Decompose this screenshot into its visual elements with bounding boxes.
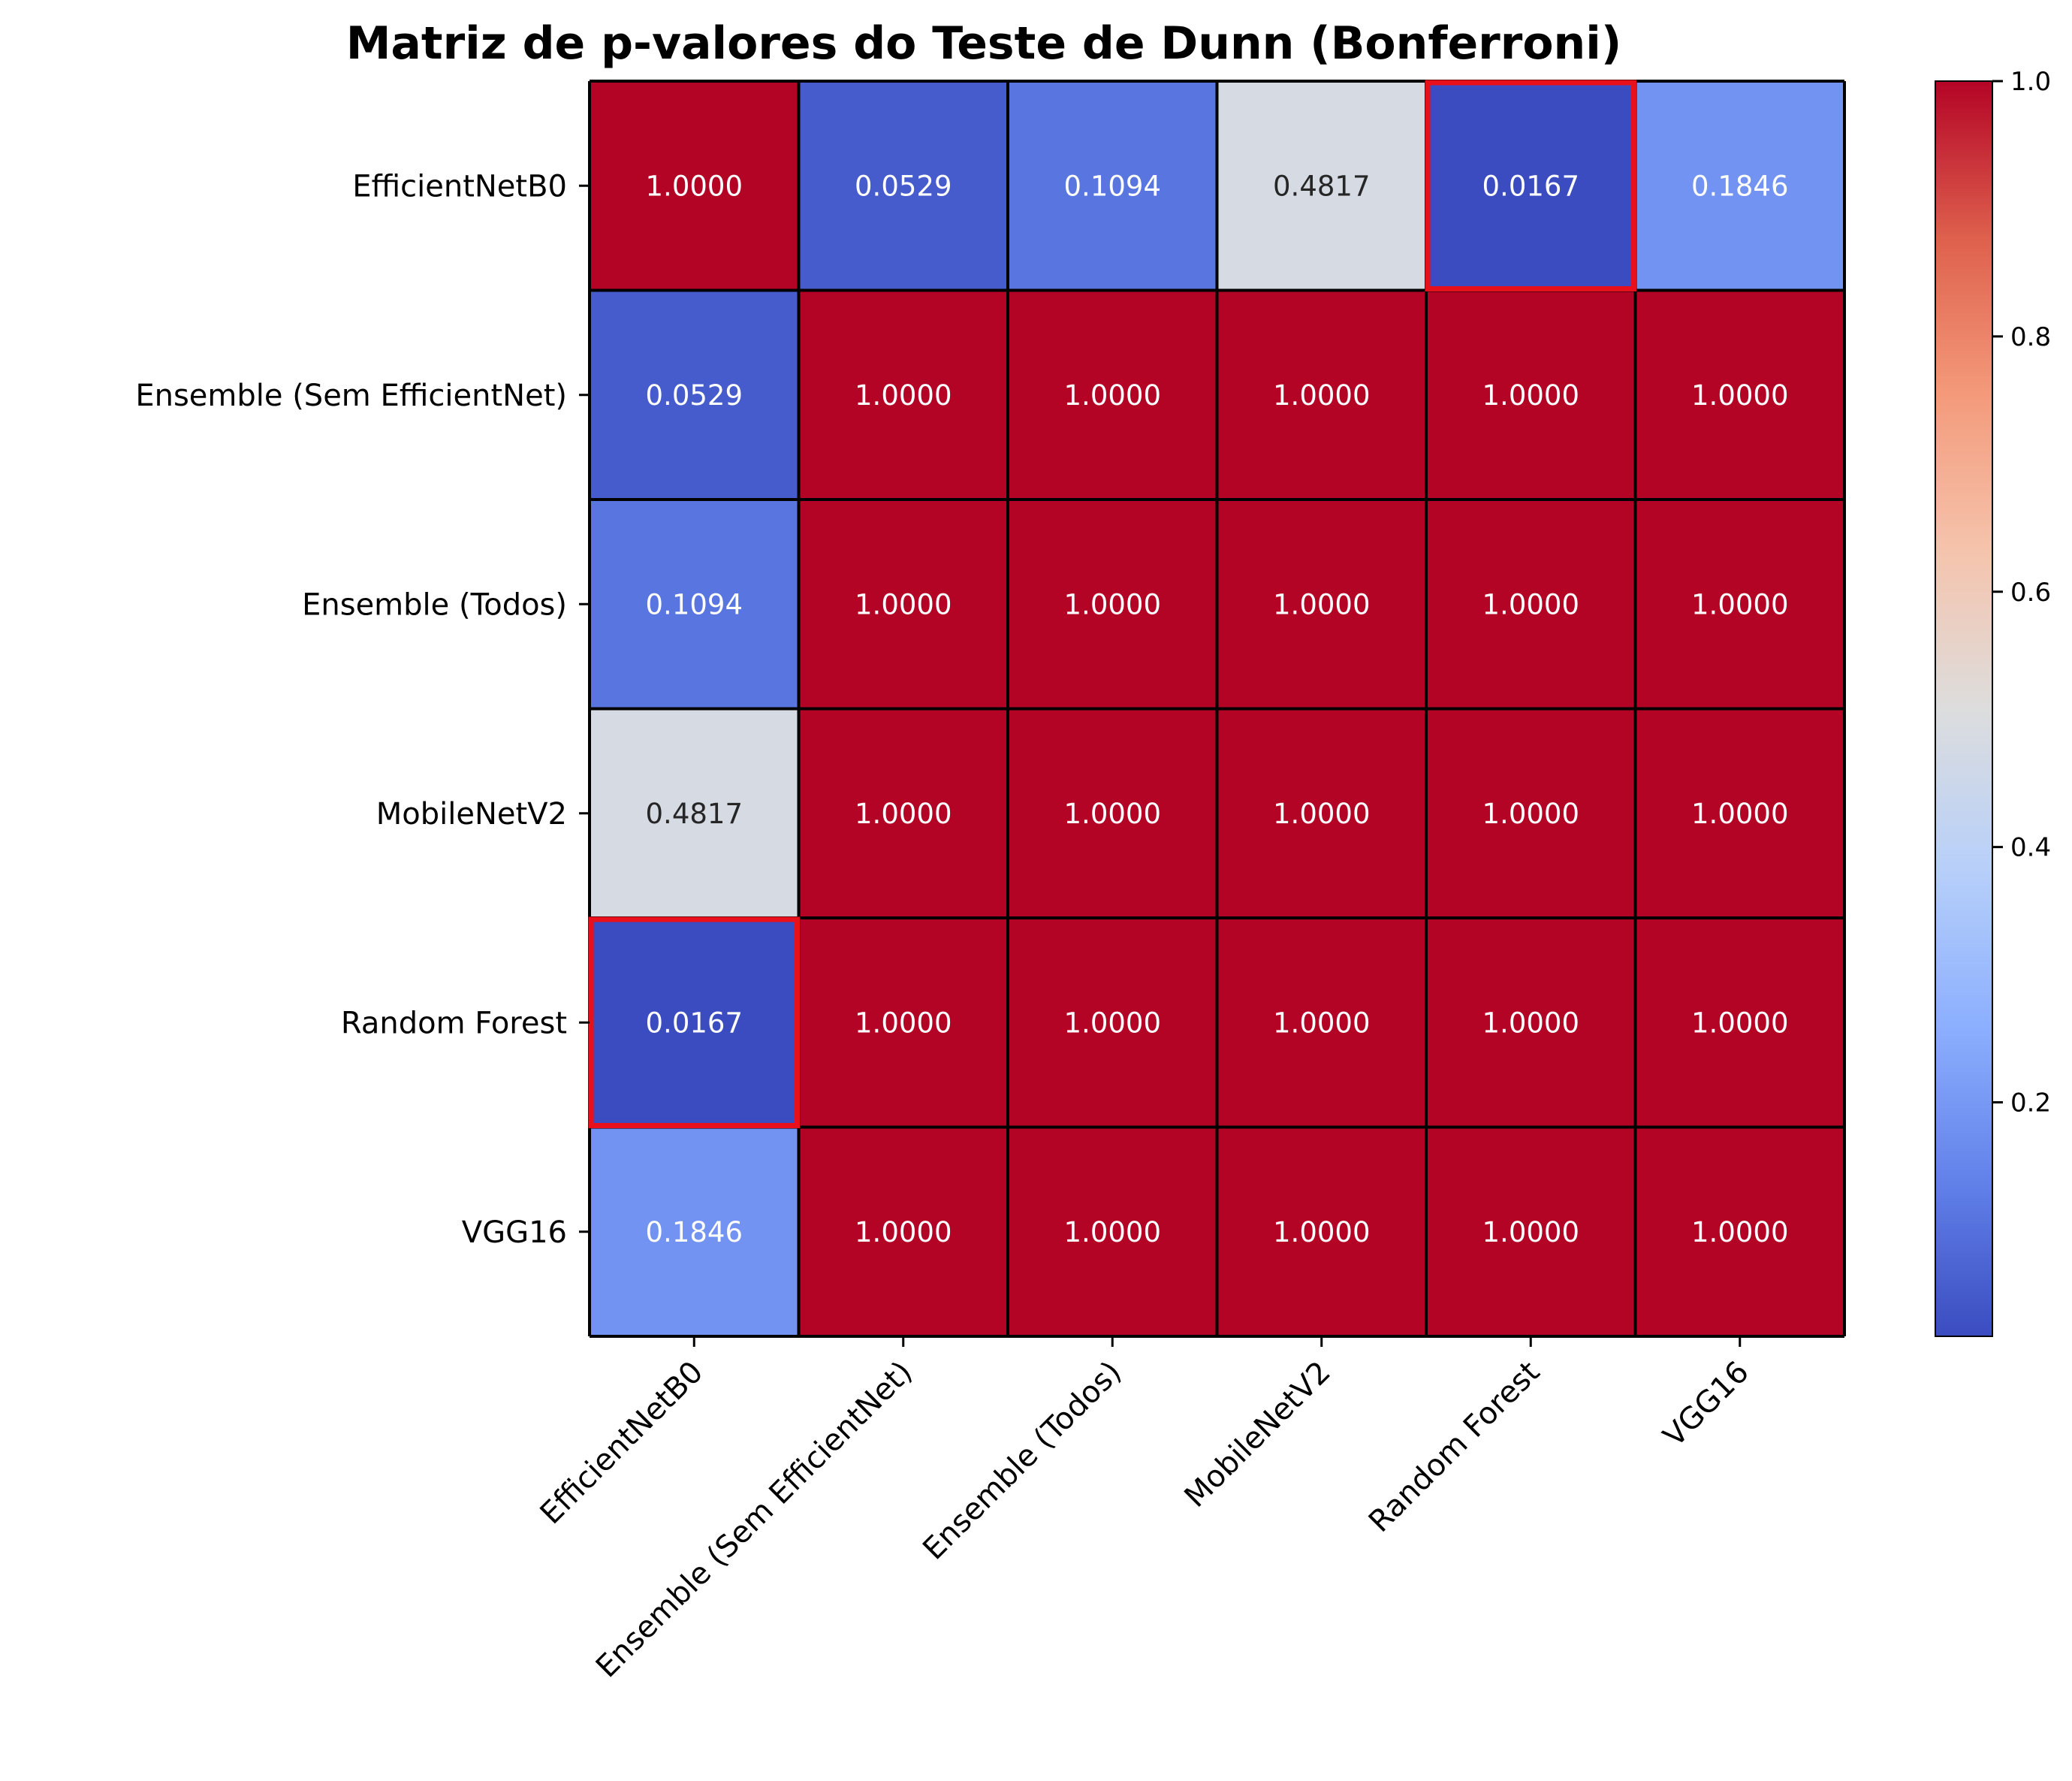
heatmap-cell [1635, 500, 1844, 709]
highlight-box [588, 916, 800, 1128]
heatmap-cell [798, 500, 1008, 709]
cell-value-label: 1.0000 [1482, 1216, 1579, 1248]
colorbar-tick-label: 0.8 [2010, 322, 2051, 352]
highlight-box [1425, 80, 1636, 291]
heatmap-cell [590, 1127, 799, 1336]
colorbar-tick-label: 0.2 [2010, 1088, 2051, 1118]
heatmap-cell [1217, 1127, 1426, 1336]
x-tick-label: VGG16 [1657, 1355, 1756, 1454]
cell-value-label: 1.0000 [1482, 379, 1579, 412]
cell-value-label: 1.0000 [1691, 798, 1788, 830]
cell-value-label: 1.0000 [1064, 379, 1161, 412]
cell-value-label: 1.0000 [1691, 1007, 1788, 1039]
heatmap-cell [590, 918, 799, 1127]
cell-value-label: 0.1846 [1691, 170, 1788, 202]
heatmap-cell [590, 81, 799, 291]
cell-value-label: 1.0000 [1691, 588, 1788, 620]
cell-value-label: 0.0529 [646, 379, 743, 412]
y-tick-label: Ensemble (Sem EfficientNet) [135, 379, 567, 413]
heatmap-cell [1008, 1127, 1217, 1336]
heatmap-cell [798, 290, 1008, 500]
heatmap-cell [798, 918, 1008, 1127]
cell-value-label: 1.0000 [855, 1007, 952, 1039]
heatmap-cell [798, 81, 1008, 291]
heatmap-cell [798, 708, 1008, 918]
heatmap-cell [590, 290, 799, 500]
heatmap-cell [1426, 500, 1636, 709]
cell-value-label: 0.0167 [1482, 170, 1579, 202]
heatmap-cell [1008, 500, 1217, 709]
colorbar-gradient [1935, 80, 1993, 1337]
heatmap-cell [590, 708, 799, 918]
heatmap-cells: 1.0000 0.0529 0.1094 0.4817 0.0167 0.1846 0.05… [590, 81, 1844, 1336]
y-tick-label: Random Forest [341, 1006, 567, 1040]
cell-value-label: 1.0000 [1482, 588, 1579, 620]
y-tick-label: VGG16 [462, 1215, 567, 1250]
x-tick-label: EfficientNetB0 [534, 1355, 710, 1532]
heatmap-cell [1635, 290, 1844, 500]
cell-value-label: 1.0000 [1273, 798, 1370, 830]
heatmap-cell [1217, 81, 1426, 291]
heatmap-cell [1217, 918, 1426, 1127]
cell-value-label: 0.0529 [855, 170, 952, 202]
y-tick-label: Ensemble (Todos) [302, 587, 567, 622]
heatmap-cell [1635, 708, 1844, 918]
cell-value-label: 0.4817 [646, 798, 743, 830]
heatmap-cell [1426, 708, 1636, 918]
x-tick-label: Ensemble (Todos) [916, 1355, 1128, 1567]
heatmap-cell [1217, 500, 1426, 709]
heatmap-cell [1217, 708, 1426, 918]
cell-value-label: 0.0167 [646, 1007, 743, 1039]
heatmap-cell [1426, 81, 1636, 291]
heatmap-cell [1008, 708, 1217, 918]
x-tick-label: MobileNetV2 [1178, 1355, 1338, 1514]
cell-value-label: 0.1846 [646, 1216, 743, 1248]
cell-value-label: 1.0000 [855, 588, 952, 620]
cell-value-label: 1.0000 [1273, 379, 1370, 412]
cell-value-label: 1.0000 [1482, 1007, 1579, 1039]
cell-value-label: 1.0000 [1273, 1216, 1370, 1248]
heatmap-cell [1426, 290, 1636, 500]
cell-value-label: 1.0000 [1691, 1216, 1788, 1248]
cell-value-label: 1.0000 [1064, 1007, 1161, 1039]
cell-value-label: 1.0000 [855, 379, 952, 412]
heatmap-cell [1008, 290, 1217, 500]
heatmap-cell [1635, 81, 1844, 291]
heatmap-cell [1635, 1127, 1844, 1336]
highlight-boxes [588, 80, 1636, 1128]
cell-value-label: 1.0000 [855, 1216, 952, 1248]
heatmap-cell [1426, 918, 1636, 1127]
cell-value-label: 1.0000 [1064, 798, 1161, 830]
y-tick-label: MobileNetV2 [376, 797, 567, 832]
x-tick-label: Random Forest [1362, 1355, 1546, 1539]
cell-value-label: 1.0000 [1064, 1216, 1161, 1248]
heatmap-cell [1008, 81, 1217, 291]
colorbar-tick-label: 0.4 [2010, 833, 2051, 863]
cell-value-label: 0.4817 [1273, 170, 1370, 202]
cell-value-label: 1.0000 [1691, 379, 1788, 412]
cell-value-label: 0.1094 [1064, 170, 1161, 202]
colorbar-tick-label: 1.0 [2010, 67, 2051, 97]
heatmap-cell [590, 500, 799, 709]
heatmap-cell [1635, 918, 1844, 1127]
colorbar: 0.2 0.4 0.6 0.8 1.0 [1935, 67, 2051, 1337]
heatmap-cell [1008, 918, 1217, 1127]
cell-value-label: 0.1094 [646, 588, 743, 620]
heatmap-cell [798, 1127, 1008, 1336]
cell-value-label: 1.0000 [1273, 1007, 1370, 1039]
colorbar-tick-label: 0.6 [2010, 578, 2051, 608]
y-axis: EfficientNetB0 Ensemble (Sem EfficientNet… [135, 169, 590, 1250]
cell-value-label: 1.0000 [1482, 798, 1579, 830]
cell-value-label: 1.0000 [1273, 588, 1370, 620]
heatmap-cell [1426, 1127, 1636, 1336]
cell-value-label: 1.0000 [855, 798, 952, 830]
heatmap-cell [1217, 290, 1426, 500]
cell-value-label: 1.0000 [646, 170, 743, 202]
chart-title: Matriz de p-valores do Teste de Dunn (Bo… [346, 17, 1622, 70]
y-tick-label: EfficientNetB0 [352, 169, 567, 204]
cell-value-label: 1.0000 [1064, 588, 1161, 620]
